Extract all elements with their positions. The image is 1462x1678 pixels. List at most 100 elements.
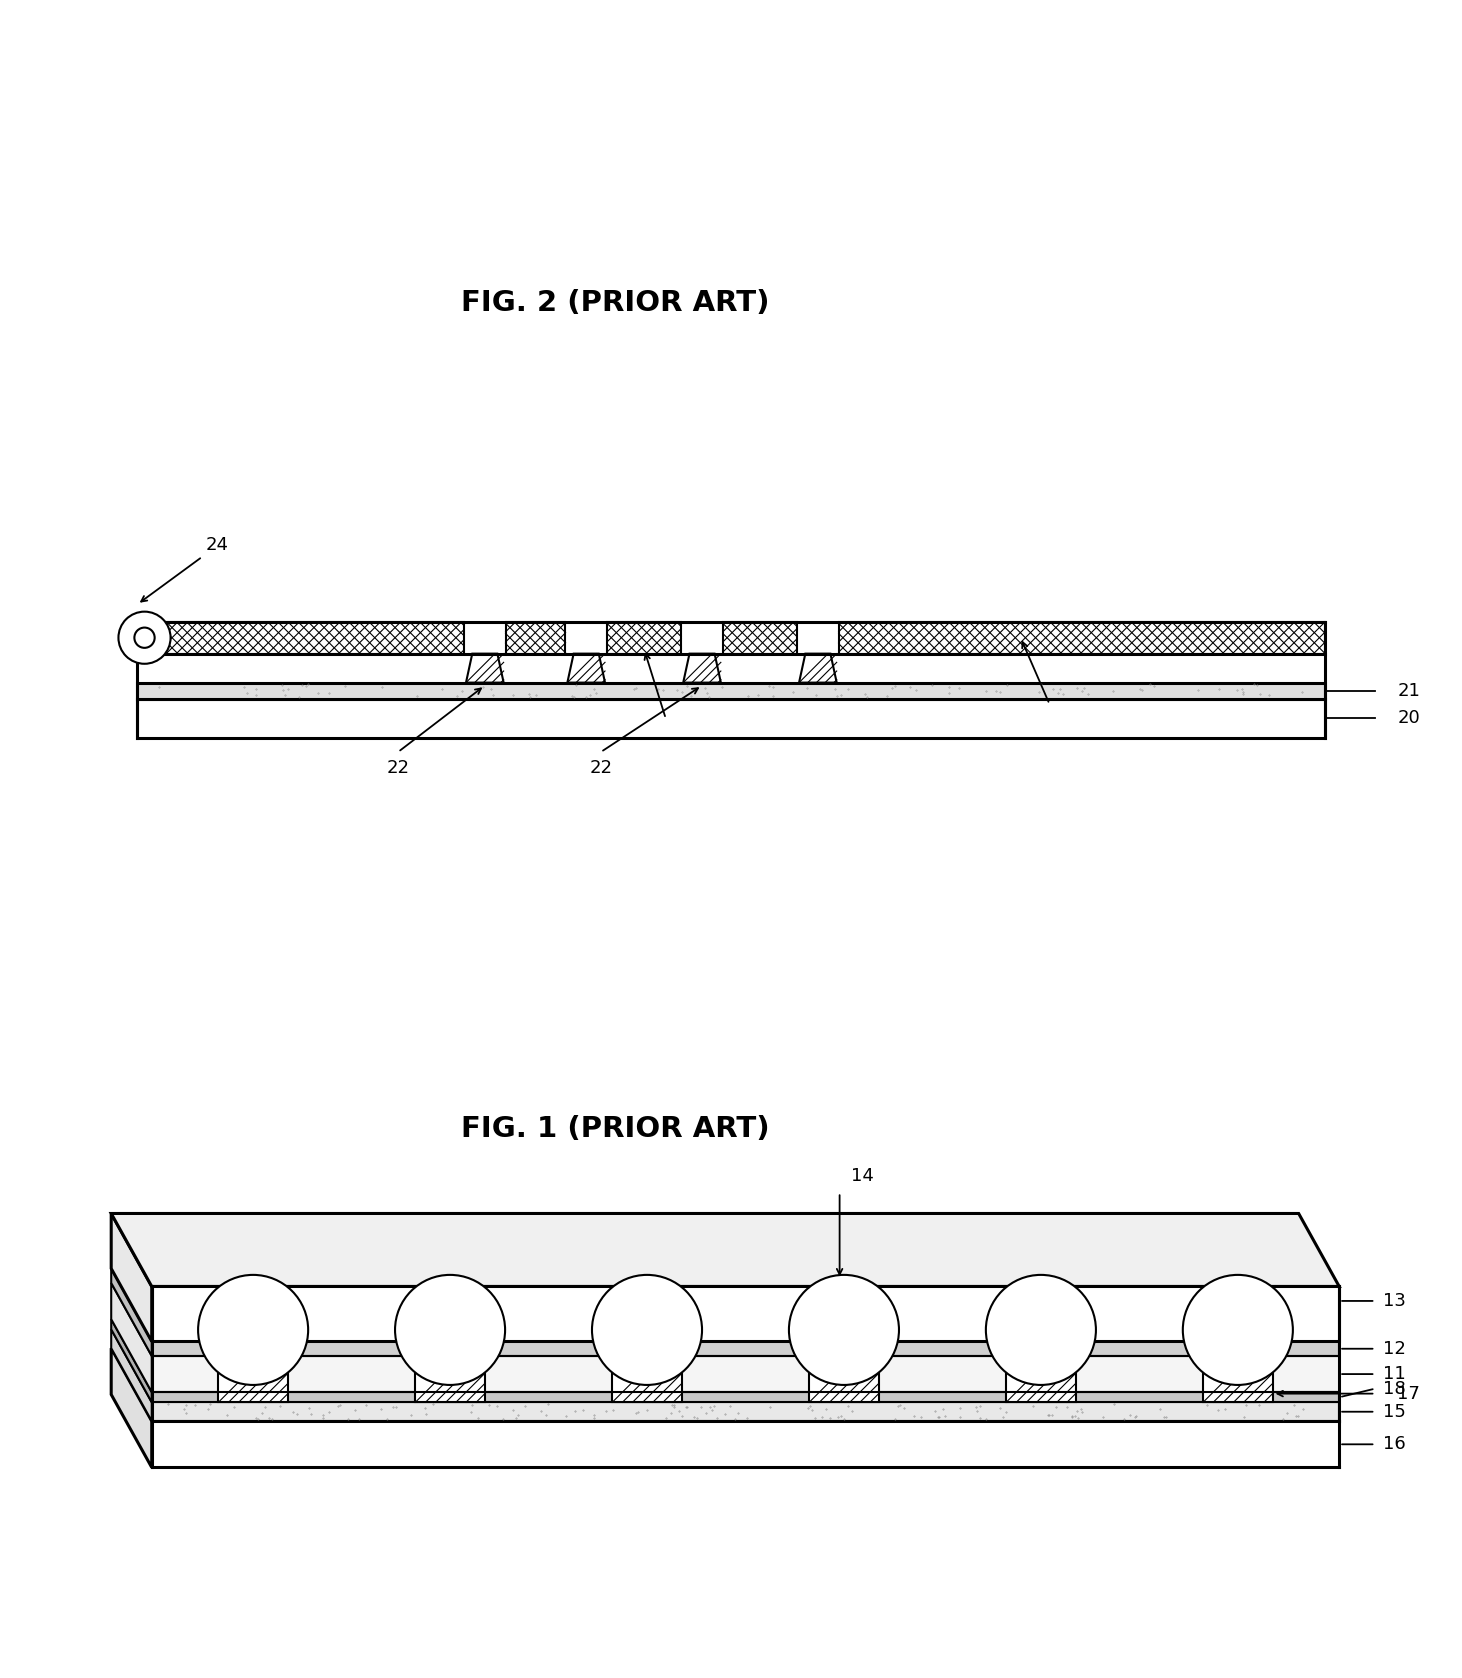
Point	[183, 1391, 206, 1418]
Point	[931, 1394, 955, 1421]
Point	[949, 1394, 972, 1421]
Point	[537, 1391, 560, 1418]
Bar	[722, 623, 797, 654]
Point	[297, 671, 320, 698]
Point	[560, 683, 583, 710]
Point	[554, 1403, 577, 1430]
Circle shape	[118, 612, 171, 664]
Text: 11: 11	[1383, 1366, 1405, 1383]
Point	[585, 680, 608, 706]
Point	[965, 1398, 988, 1425]
Point	[563, 683, 586, 710]
Bar	[1219, 1373, 1257, 1378]
Point	[336, 1406, 360, 1433]
Point	[506, 1401, 529, 1428]
Point	[909, 1403, 933, 1430]
Point	[697, 683, 721, 710]
Point	[854, 681, 877, 708]
Point	[1069, 1396, 1092, 1423]
Point	[247, 1406, 270, 1433]
Point	[694, 1399, 718, 1426]
Bar	[137, 623, 1325, 654]
Point	[1234, 1391, 1257, 1418]
Point	[675, 673, 699, 700]
Point	[1155, 1404, 1178, 1431]
Point	[317, 1398, 341, 1425]
Point	[782, 678, 806, 705]
Point	[1152, 1403, 1175, 1430]
Text: 16: 16	[1383, 1435, 1405, 1453]
Polygon shape	[111, 1213, 1339, 1287]
Text: 14: 14	[851, 1168, 874, 1185]
Circle shape	[197, 1275, 308, 1384]
Point	[414, 1401, 437, 1428]
Point	[646, 676, 670, 703]
Point	[1129, 676, 1152, 703]
Point	[216, 1401, 240, 1428]
Point	[711, 673, 734, 700]
Point	[311, 1401, 335, 1428]
Point	[1102, 1391, 1126, 1418]
Point	[836, 1393, 860, 1420]
Point	[927, 1404, 950, 1431]
Point	[1067, 1404, 1091, 1431]
Point	[326, 1393, 349, 1420]
Bar	[1006, 1373, 1076, 1403]
Point	[1037, 1401, 1060, 1428]
Point	[671, 1403, 694, 1430]
Point	[927, 1404, 950, 1431]
Point	[376, 1406, 399, 1433]
Point	[933, 1403, 956, 1430]
Text: 23: 23	[1053, 711, 1076, 730]
Bar	[415, 1373, 485, 1403]
Point	[1187, 676, 1211, 703]
Point	[1037, 1401, 1060, 1428]
Point	[446, 683, 469, 710]
Point	[757, 673, 781, 700]
Point	[705, 1404, 728, 1431]
Point	[855, 683, 879, 710]
Text: FIG. 2 (PRIOR ART): FIG. 2 (PRIOR ART)	[461, 289, 769, 317]
Point	[836, 675, 860, 701]
Text: 21: 21	[1398, 681, 1420, 700]
Point	[1208, 675, 1231, 701]
Polygon shape	[111, 1284, 152, 1393]
Point	[1206, 1396, 1230, 1423]
Point	[735, 1404, 759, 1431]
Point	[797, 1394, 820, 1421]
Point	[1039, 1401, 1063, 1428]
Bar	[152, 1341, 1339, 1356]
Polygon shape	[683, 654, 721, 683]
Point	[1041, 675, 1064, 701]
Point	[795, 675, 819, 701]
Circle shape	[985, 1275, 1096, 1384]
Point	[700, 1398, 724, 1425]
Point	[348, 1406, 371, 1433]
Point	[291, 671, 314, 698]
Point	[257, 1404, 281, 1431]
Point	[222, 1393, 246, 1420]
Bar	[627, 1373, 667, 1378]
Point	[693, 675, 716, 701]
Point	[924, 1398, 947, 1425]
Point	[829, 681, 852, 708]
Point	[1225, 676, 1249, 703]
Point	[829, 1403, 852, 1430]
Point	[1070, 678, 1094, 705]
Point	[991, 1404, 1015, 1431]
Point	[1231, 681, 1254, 708]
Point	[826, 1404, 849, 1431]
Bar	[607, 623, 681, 654]
Bar	[218, 1373, 288, 1403]
Point	[1231, 676, 1254, 703]
Text: 23a: 23a	[620, 727, 654, 743]
Circle shape	[1183, 1275, 1292, 1384]
Point	[1045, 1393, 1069, 1420]
Point	[1213, 1396, 1237, 1423]
Point	[1257, 681, 1281, 708]
Point	[652, 676, 675, 703]
Point	[253, 1393, 276, 1420]
Point	[680, 683, 703, 710]
Point	[814, 1396, 838, 1423]
Point	[244, 676, 268, 703]
